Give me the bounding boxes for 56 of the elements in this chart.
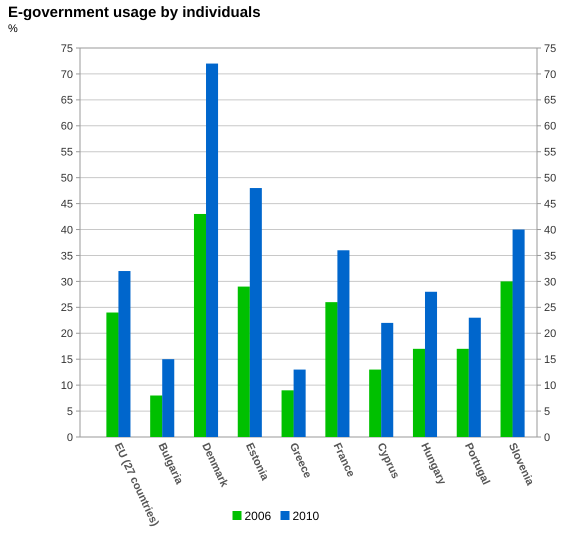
bar	[325, 302, 338, 437]
y-tick-label: 40	[60, 224, 73, 236]
y2-tick-label: 5	[544, 406, 550, 418]
bar	[162, 359, 174, 437]
bar	[456, 348, 469, 437]
y-tick-label: 50	[60, 172, 73, 185]
y2-tick-label: 35	[544, 250, 556, 262]
bar	[369, 370, 382, 437]
y-tick-label: 75	[60, 42, 73, 55]
bar	[468, 318, 481, 437]
y2-tick-label: 10	[544, 380, 556, 392]
bar	[206, 64, 218, 437]
y-tick-label: 45	[60, 198, 73, 210]
bar	[294, 370, 306, 437]
y2-tick-label: 75	[544, 42, 556, 55]
y2-tick-label: 55	[544, 146, 556, 159]
y2-tick-label: 40	[544, 224, 556, 236]
y2-tick-label: 65	[544, 94, 556, 107]
y-tick-label: 55	[60, 146, 73, 159]
y2-tick-label: 20	[544, 328, 556, 340]
y-tick-label: 30	[60, 276, 73, 288]
legend-label: 2006	[244, 509, 272, 523]
y-tick-label: 5	[66, 406, 73, 418]
y-tick-label: 65	[60, 94, 73, 107]
y2-tick-label: 15	[544, 354, 556, 366]
chart-title: E-government usage by individuals	[8, 4, 261, 21]
bar	[337, 250, 350, 437]
bar	[424, 292, 438, 437]
bar	[238, 286, 250, 437]
bar	[512, 230, 525, 437]
y2-tick-label: 25	[544, 302, 556, 314]
bar	[282, 390, 294, 437]
bar	[194, 214, 206, 437]
y-tick-label: 60	[60, 120, 73, 133]
y-tick-label: 20	[60, 328, 73, 340]
bar	[106, 312, 118, 437]
y2-tick-label: 60	[544, 120, 556, 133]
y2-tick-label: 70	[544, 68, 556, 81]
bar	[118, 271, 130, 437]
y-tick-label: 25	[60, 302, 73, 314]
y-tick-label: 35	[60, 250, 73, 262]
y2-tick-label: 0	[544, 432, 550, 444]
bar	[500, 281, 513, 437]
y-tick-label: 10	[60, 380, 73, 392]
y2-tick-label: 45	[544, 198, 556, 210]
y-tick-label: 70	[60, 68, 73, 81]
y-tick-label: 0	[66, 432, 73, 444]
y2-tick-label: 30	[544, 276, 556, 288]
bar	[150, 396, 162, 437]
bar	[412, 348, 425, 437]
y-tick-label: 15	[60, 354, 73, 366]
y2-tick-label: 50	[544, 172, 556, 185]
bar	[381, 322, 394, 437]
legend-label: 2010	[292, 509, 320, 523]
bar	[250, 188, 262, 437]
y-axis-title: %	[8, 23, 18, 35]
